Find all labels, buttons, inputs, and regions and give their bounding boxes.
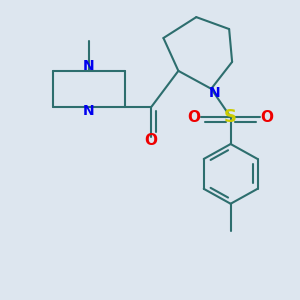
Text: N: N	[83, 104, 94, 118]
Text: O: O	[188, 110, 201, 125]
Text: O: O	[144, 133, 158, 148]
Text: S: S	[224, 108, 237, 126]
Text: N: N	[208, 86, 220, 100]
Text: N: N	[83, 59, 94, 74]
Text: O: O	[261, 110, 274, 125]
